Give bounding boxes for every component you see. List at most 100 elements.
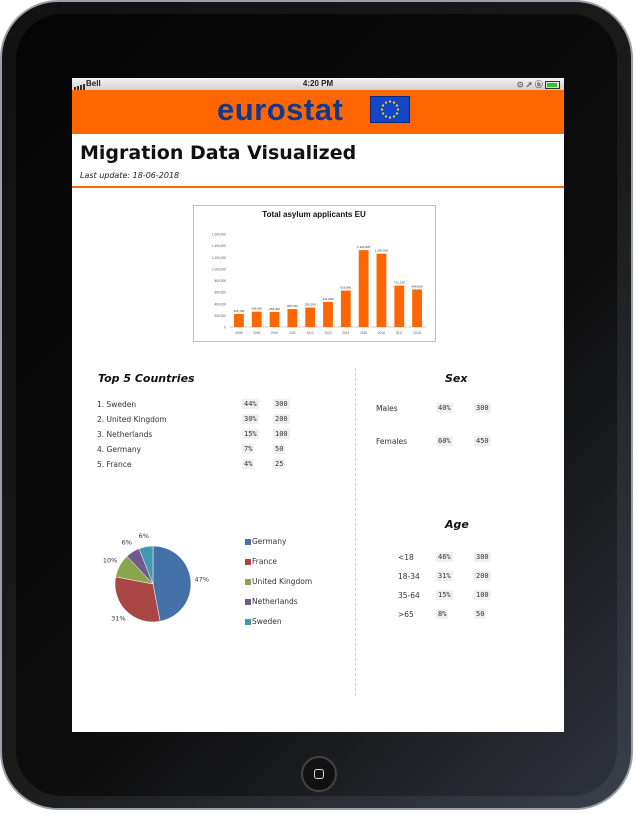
y-tick-label: 1,600,000 xyxy=(212,233,226,237)
country-row-count: 200 xyxy=(273,414,290,424)
legend-item: Sweden xyxy=(245,617,282,626)
age-row-label: 18-34 xyxy=(398,572,420,581)
legend-swatch xyxy=(245,579,251,585)
legend-item: United Kingdom xyxy=(245,577,312,586)
bar-value-label: 335,290 xyxy=(305,303,316,307)
bar xyxy=(376,253,387,327)
flag-star xyxy=(395,104,399,107)
pie-slice-label: 31% xyxy=(111,615,125,623)
pie-slice xyxy=(138,545,154,585)
bar xyxy=(251,311,262,327)
sex-row-count: 300 xyxy=(474,403,491,413)
status-time: 4:20 PM xyxy=(302,79,334,88)
country-row-count: 25 xyxy=(273,459,286,469)
x-tick-label: 2012 xyxy=(307,331,314,335)
x-tick-label: 2016 xyxy=(378,331,385,335)
bar-chart-svg: Total asylum applicants EU 0 200,000 400,00… xyxy=(212,210,426,335)
carrier-name: Bell xyxy=(86,79,101,88)
top-countries-title: Top 5 Countries xyxy=(98,372,195,385)
country-row-count: 300 xyxy=(273,399,290,409)
x-tick-label: 2011 xyxy=(289,331,296,335)
x-tick-label: 2014 xyxy=(342,331,349,335)
bar-value-label: 646,060 xyxy=(412,284,423,288)
pie-slice-label: 6% xyxy=(139,532,149,540)
y-tick-label: 1,400,000 xyxy=(212,244,226,248)
eu-flag-icon xyxy=(370,96,410,123)
location-icon: ⊙ ➚ ⓑ xyxy=(516,80,543,89)
bar-value-label: 225,150 xyxy=(233,309,244,313)
flag-star xyxy=(380,108,384,111)
battery-icon xyxy=(545,80,560,89)
sex-row-percent: 60% xyxy=(436,436,453,446)
country-row-label: 2. United Kingdom xyxy=(97,415,167,424)
home-button[interactable] xyxy=(301,756,337,792)
age-row-percent: 15% xyxy=(436,590,453,600)
bar-value-label: 263,835 xyxy=(251,307,262,311)
bar-value-label: 712,235 xyxy=(394,281,405,285)
x-tick-label: 2018 xyxy=(414,331,421,335)
bar xyxy=(269,311,280,327)
screen: Bell 4:20 PM ⊙ ➚ ⓑ eurostat Migration Da… xyxy=(72,78,564,732)
age-row-percent: 31% xyxy=(436,571,453,581)
flag-star xyxy=(384,115,388,118)
status-bar: Bell 4:20 PM ⊙ ➚ ⓑ xyxy=(72,78,564,90)
column-divider xyxy=(355,368,356,696)
bar xyxy=(358,250,369,327)
bar xyxy=(234,313,244,327)
pie-slice xyxy=(152,545,192,622)
page-title: Migration Data Visualized xyxy=(80,142,357,164)
pie-slice-label: 10% xyxy=(103,556,117,564)
country-row-percent: 44% xyxy=(242,399,259,409)
flag-star xyxy=(381,104,385,107)
sex-row-percent: 40% xyxy=(436,403,453,413)
bar xyxy=(340,290,351,327)
sex-row-label: Females xyxy=(376,437,408,446)
sex-row-count: 450 xyxy=(474,436,491,446)
x-tick-label: 2015 xyxy=(360,331,367,335)
eurostat-logo[interactable]: eurostat xyxy=(217,92,344,127)
age-row-count: 50 xyxy=(474,609,487,619)
y-tick-label: 400,000 xyxy=(214,302,226,306)
legend-label: Germany xyxy=(252,537,287,546)
flag-star xyxy=(396,108,400,111)
legend-item: Netherlands xyxy=(245,597,298,606)
age-row-label: <18 xyxy=(398,553,414,562)
asylum-bar-chart: Total asylum applicants EU 0 200,000 400,00… xyxy=(193,205,436,342)
sex-row-label: Males xyxy=(376,404,398,413)
x-tick-label: 2010 xyxy=(271,331,278,335)
bar-value-label: 626,960 xyxy=(340,286,351,290)
x-tick-label: 2009 xyxy=(253,331,260,335)
legend-item: France xyxy=(245,557,277,566)
legend-label: France xyxy=(252,557,277,566)
country-row-label: 1. Sweden xyxy=(97,400,137,409)
bar-value-label: 1,260,910 xyxy=(375,249,389,253)
legend-swatch xyxy=(245,599,251,605)
x-tick-label: 2008 xyxy=(235,331,242,335)
signal-icon xyxy=(74,81,86,90)
age-row-count: 200 xyxy=(474,571,491,581)
country-row-percent: 7% xyxy=(242,444,255,454)
y-tick-label: 1,000,000 xyxy=(212,267,226,271)
bar xyxy=(323,301,333,327)
legend-label: United Kingdom xyxy=(252,577,313,586)
flag-star xyxy=(395,112,399,115)
x-tick-label: 2017 xyxy=(396,331,403,335)
status-icons: ⊙ ➚ ⓑ xyxy=(517,79,560,90)
bar xyxy=(305,307,316,327)
bar xyxy=(394,285,405,327)
bar-value-label: 259,400 xyxy=(269,307,280,311)
pie-slice-label: 6% xyxy=(122,539,132,547)
pie-chart: 47% 31% 10% 6% 6% xyxy=(103,532,209,623)
age-row-count: 100 xyxy=(474,590,491,600)
country-row-label: 4. Germany xyxy=(97,445,142,454)
age-title: Age xyxy=(445,518,469,531)
y-tick-label: 800,000 xyxy=(214,279,226,283)
bar-value-label: 1,322,825 xyxy=(357,245,371,249)
last-update: Last update: 18-06-2018 xyxy=(80,171,180,180)
age-row-count: 300 xyxy=(474,552,491,562)
age-row-percent: 8% xyxy=(436,609,449,619)
country-row-count: 50 xyxy=(273,444,286,454)
country-row-percent: 15% xyxy=(242,429,259,439)
age-row-percent: 46% xyxy=(436,552,453,562)
country-row-label: 3. Netherlands xyxy=(97,430,153,439)
